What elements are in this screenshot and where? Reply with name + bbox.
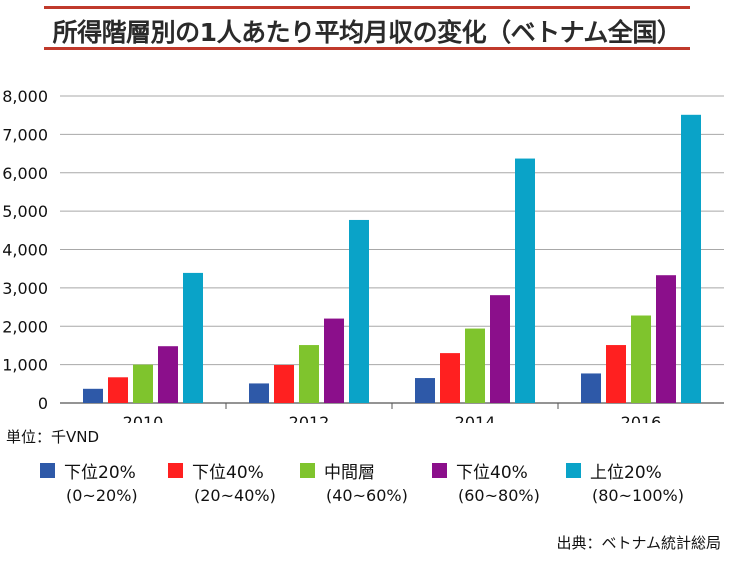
legend: 下位20% (0~20%) 下位40% (20~40%) 中間層 (40~60%) 下位40…	[40, 458, 730, 518]
bar	[108, 377, 128, 403]
bar-chart: 0 1,000 2,000 3,000 4,000 5,000 6,000 7,000 8,00…	[2, 87, 724, 423]
source-note: 出典：ベトナム統計総局	[556, 534, 721, 552]
legend-series-range: (60~80%)	[458, 486, 540, 505]
title-rule-bottom	[44, 47, 690, 50]
legend-series-name: 中間層	[324, 463, 375, 483]
legend-swatch	[566, 463, 581, 478]
x-tick-label: 2016	[621, 413, 662, 423]
bar	[133, 364, 153, 403]
legend-series-name: 下位20%	[64, 463, 136, 483]
x-tick-label: 2014	[455, 413, 496, 423]
bar	[415, 378, 435, 403]
bar	[515, 158, 535, 403]
unit-label: 単位：千VND	[6, 428, 100, 446]
legend-series-range: (20~40%)	[194, 486, 276, 505]
bar	[465, 328, 485, 403]
y-tick-label: 2,000	[2, 317, 48, 336]
legend-swatch	[40, 463, 55, 478]
chart-title-banner: 所得階層別の1人あたり平均月収の変化（ベトナム全国）	[44, 6, 690, 50]
legend-series-range: (40~60%)	[326, 486, 408, 505]
y-tick-label: 4,000	[2, 241, 48, 260]
bar	[324, 318, 344, 403]
bar	[581, 373, 601, 403]
chart-title: 所得階層別の1人あたり平均月収の変化（ベトナム全国）	[52, 18, 682, 47]
legend-series-name: 下位40%	[456, 463, 528, 483]
y-tick-label: 8,000	[2, 87, 48, 106]
legend-swatch	[168, 463, 183, 478]
legend-swatch	[300, 463, 315, 478]
bar	[83, 388, 103, 403]
title-rule-top	[44, 6, 690, 9]
bar	[299, 345, 319, 403]
bar	[606, 345, 626, 403]
y-tick-label: 1,000	[2, 356, 48, 375]
legend-series-range: (80~100%)	[592, 486, 684, 505]
bar	[183, 272, 203, 403]
legend-swatch	[432, 463, 447, 478]
bar	[681, 114, 701, 404]
y-tick-label: 0	[38, 394, 48, 413]
y-tick-label: 7,000	[2, 125, 48, 144]
legend-series-name: 下位40%	[192, 463, 264, 483]
x-tick-label: 2012	[289, 413, 330, 423]
bar	[274, 365, 294, 403]
bar	[158, 346, 178, 403]
x-tick-label: 2010	[123, 413, 164, 423]
bar	[349, 219, 369, 403]
y-tick-label: 6,000	[2, 164, 48, 183]
bar	[631, 315, 651, 403]
legend-series-range: (0~20%)	[66, 486, 138, 505]
bar	[490, 295, 510, 403]
y-tick-label: 3,000	[2, 279, 48, 298]
y-tick-label: 5,000	[2, 202, 48, 221]
bar	[440, 353, 460, 403]
bar	[656, 275, 676, 403]
legend-series-name: 上位20%	[590, 463, 662, 483]
bar	[249, 383, 269, 403]
